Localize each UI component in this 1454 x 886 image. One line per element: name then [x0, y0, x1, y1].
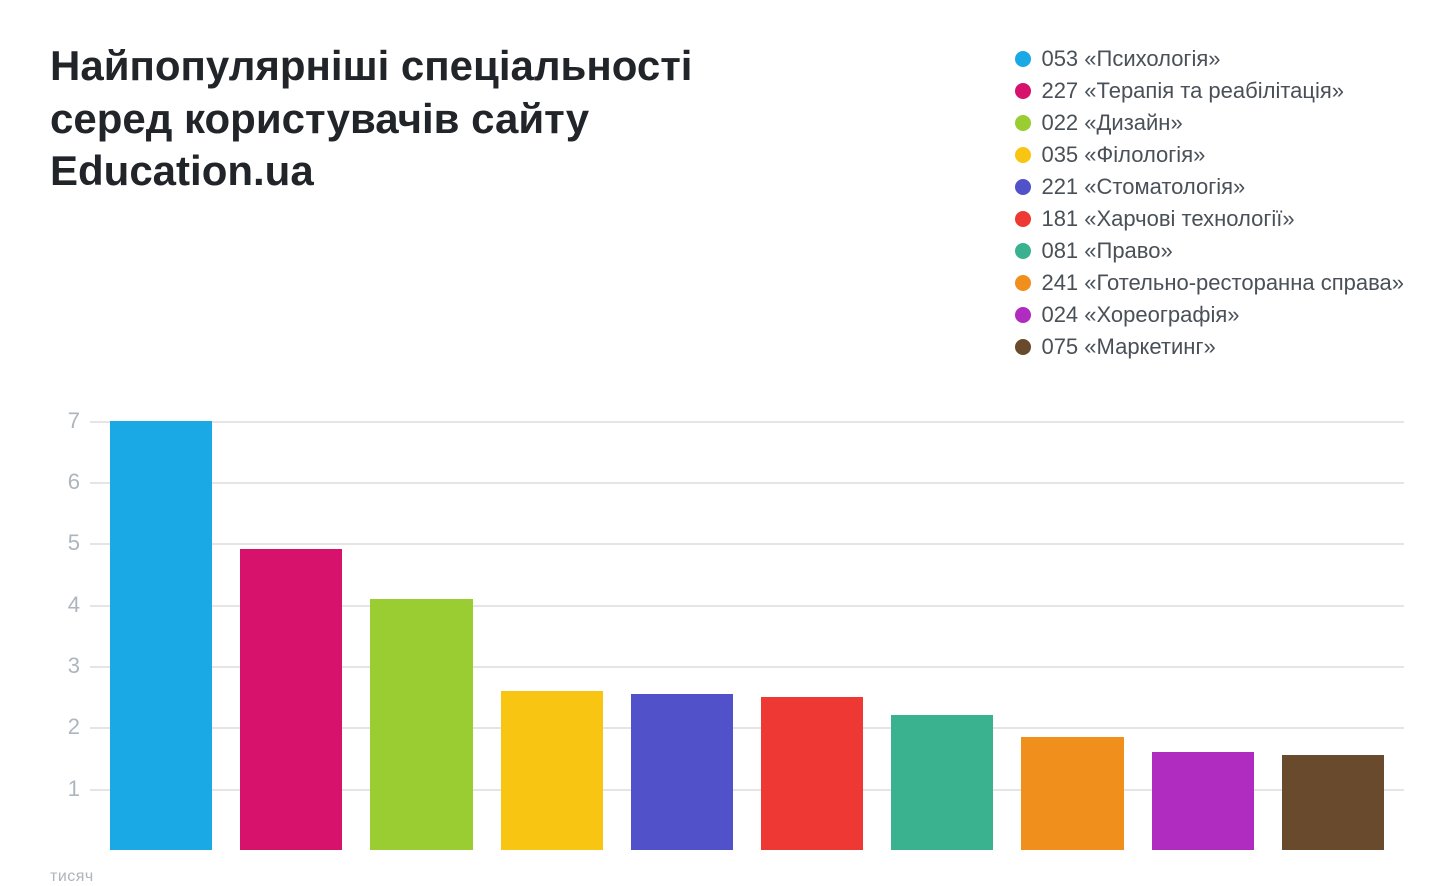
legend-dot-icon [1015, 147, 1031, 163]
legend-dot-icon [1015, 83, 1031, 99]
legend-label: 035 «Філологія» [1041, 142, 1205, 168]
legend: 053 «Психологія» 227 «Терапія та реабіліт… [1015, 46, 1404, 360]
legend-dot-icon [1015, 115, 1031, 131]
legend-label: 075 «Маркетинг» [1041, 334, 1215, 360]
legend-dot-icon [1015, 179, 1031, 195]
bar [110, 421, 212, 850]
y-axis-unit-label: тисяч [50, 868, 1404, 886]
legend-dot-icon [1015, 275, 1031, 291]
legend-label: 024 «Хореографія» [1041, 302, 1239, 328]
legend-item: 227 «Терапія та реабілітація» [1015, 78, 1404, 104]
legend-label: 053 «Психологія» [1041, 46, 1220, 72]
legend-dot-icon [1015, 339, 1031, 355]
y-tick-label: 2 [50, 714, 80, 740]
y-tick-label: 1 [50, 776, 80, 802]
bar [1152, 752, 1254, 850]
legend-label: 081 «Право» [1041, 238, 1172, 264]
y-tick-label: 5 [50, 530, 80, 556]
legend-item: 053 «Психологія» [1015, 46, 1404, 72]
legend-label: 022 «Дизайн» [1041, 110, 1182, 136]
y-tick-label: 4 [50, 592, 80, 618]
bar [240, 549, 342, 850]
legend-item: 181 «Харчові технології» [1015, 206, 1404, 232]
legend-dot-icon [1015, 243, 1031, 259]
y-tick-label: 6 [50, 469, 80, 495]
bar [370, 599, 472, 850]
legend-label: 241 «Готельно-ресторанна справа» [1041, 270, 1404, 296]
legend-item: 035 «Філологія» [1015, 142, 1404, 168]
bar [891, 715, 993, 850]
legend-item: 241 «Готельно-ресторанна справа» [1015, 270, 1404, 296]
bar [501, 691, 603, 850]
bar [631, 694, 733, 850]
bar [1021, 737, 1123, 850]
legend-item: 022 «Дизайн» [1015, 110, 1404, 136]
bars-container [90, 390, 1404, 850]
legend-item: 221 «Стоматологія» [1015, 174, 1404, 200]
y-tick-label: 3 [50, 653, 80, 679]
legend-label: 227 «Терапія та реабілітація» [1041, 78, 1344, 104]
legend-item: 081 «Право» [1015, 238, 1404, 264]
legend-dot-icon [1015, 51, 1031, 67]
legend-item: 075 «Маркетинг» [1015, 334, 1404, 360]
bar [761, 697, 863, 850]
legend-item: 024 «Хореографія» [1015, 302, 1404, 328]
bar [1282, 755, 1384, 850]
legend-dot-icon [1015, 211, 1031, 227]
chart-title: Найпопулярніші спеціальності серед корис… [50, 40, 770, 198]
chart: 1 2 3 4 5 6 7 тисяч [50, 390, 1404, 886]
y-tick-label: 7 [50, 408, 80, 434]
legend-dot-icon [1015, 307, 1031, 323]
legend-label: 221 «Стоматологія» [1041, 174, 1245, 200]
legend-label: 181 «Харчові технології» [1041, 206, 1294, 232]
